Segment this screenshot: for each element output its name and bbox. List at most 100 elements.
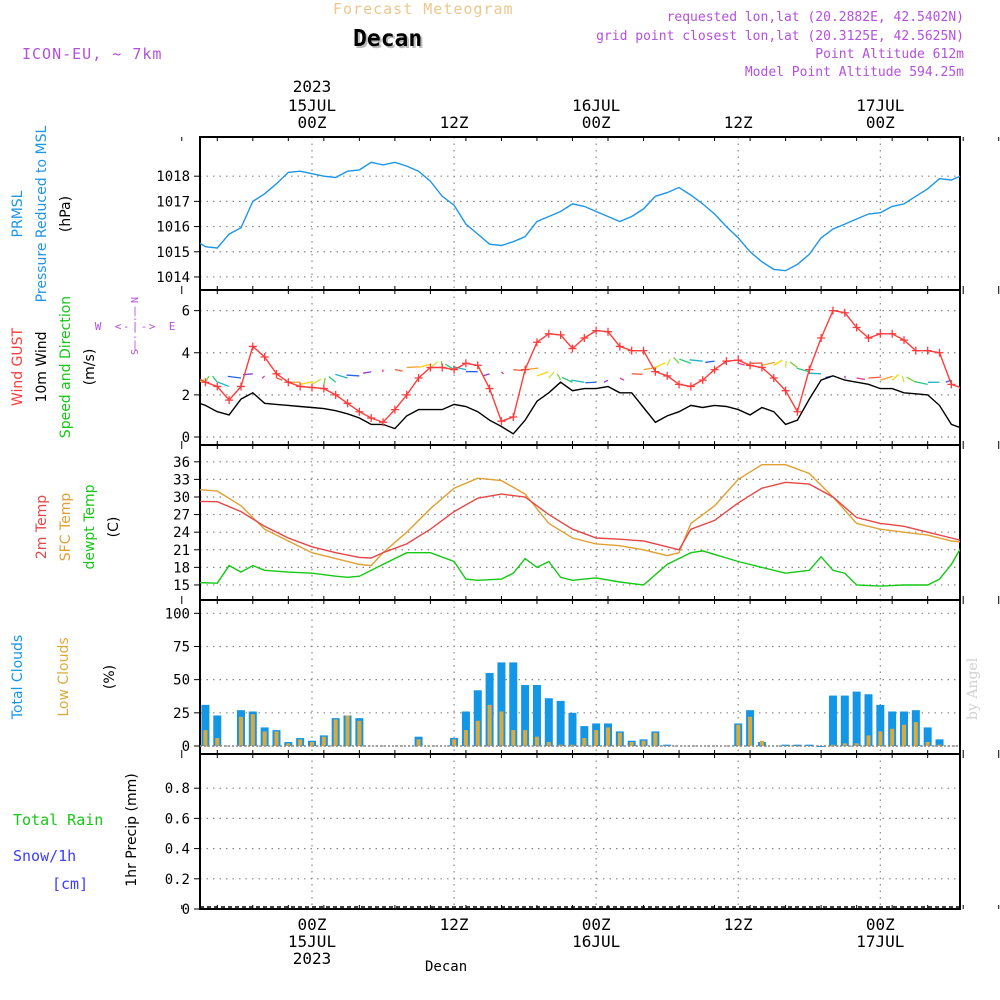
gust-marker: [805, 365, 814, 374]
y-tick-label: 1018: [156, 169, 190, 185]
total-cloud-bar: [213, 715, 222, 746]
bottom-time-label: 12Z: [440, 915, 469, 934]
series-group: [200, 548, 960, 587]
low-cloud-bar: [250, 714, 255, 746]
wind-vector: [406, 366, 420, 369]
total-cloud-bar: [556, 700, 565, 746]
top-time-label: 00Z: [582, 113, 611, 132]
wind-vector: [901, 375, 905, 383]
total-cloud-bar: [461, 711, 470, 746]
wind-vector: [561, 376, 573, 383]
y-tick-label: 1017: [156, 194, 190, 210]
panel-axis-label: Total Clouds: [10, 635, 26, 720]
wind-vector: [914, 381, 928, 385]
low-cloud-bar: [866, 735, 871, 746]
gust-marker: [935, 348, 944, 357]
gust-marker: [911, 346, 920, 355]
low-cloud-bar: [310, 742, 314, 746]
panel-axis-label: dewpt Temp: [82, 484, 98, 569]
total-cloud-bar: [923, 727, 932, 746]
bottom-time-label: 16JUL: [572, 932, 620, 951]
gust-marker: [698, 376, 707, 385]
gust-marker: [450, 365, 459, 374]
total-cloud-bar: [935, 739, 944, 746]
wind-vector: [261, 375, 266, 379]
y-tick-label: 1014: [156, 270, 190, 286]
wind-vectors: [182, 355, 1000, 388]
gust-marker: [473, 361, 482, 370]
wind-vector: [906, 376, 917, 383]
gust-marker: [817, 334, 826, 343]
wind-vector: [987, 355, 1000, 357]
gust-marker: [746, 361, 755, 370]
y-tick-label: 4: [182, 346, 190, 362]
pressure-line: [200, 161, 960, 272]
wind-vector: [217, 381, 230, 388]
gust-marker: [734, 356, 743, 365]
gust-marker: [296, 382, 305, 391]
total-cloud-bar: [840, 695, 849, 746]
total-rain-label: Total Rain: [13, 811, 103, 829]
bottom-time-label: 00Z: [866, 915, 895, 934]
top-time-label: 12Z: [440, 113, 469, 132]
gridpoint-location: grid point closest lon,lat (20.3125E, 42…: [596, 29, 964, 44]
panel-axis-label: (C): [106, 517, 122, 538]
low-cloud-bar: [203, 730, 208, 746]
temp-2m-line: [200, 481, 960, 559]
wind-vector: [300, 380, 314, 385]
gust-marker: [343, 399, 352, 408]
panel-axis-label: SFC Temp: [58, 493, 74, 562]
low-cloud-bar: [215, 738, 220, 746]
top-time-label: 00Z: [298, 113, 327, 132]
wind-vector: [868, 376, 882, 379]
top-time-label: 15JUL: [288, 96, 336, 115]
compass-east: E: [169, 320, 176, 333]
wind-vector: [483, 373, 490, 377]
wind-vector: [619, 377, 625, 381]
gust-marker: [686, 382, 695, 391]
wind-vector: [773, 359, 783, 366]
y-tick-label: 1015: [156, 245, 190, 261]
wind-vector: [335, 373, 348, 379]
wind-vector: [362, 371, 372, 374]
top-time-label: 00Z: [866, 113, 895, 132]
wind-vector: [856, 377, 866, 381]
series-group: [200, 481, 960, 559]
y-tick-label: 33: [173, 472, 190, 488]
y-tick-label: 0.2: [165, 872, 190, 888]
gust-marker: [983, 357, 991, 365]
snow-unit-label: [cm]: [52, 875, 88, 893]
y-tick-label: 0.4: [165, 842, 190, 858]
low-cloud-bar: [925, 742, 930, 746]
low-cloud-bar: [345, 715, 350, 746]
gust-marker: [367, 414, 376, 423]
compass-glyph: |: [132, 320, 139, 333]
panel-axis-label: 10m Wind: [34, 331, 50, 402]
wind-vector: [182, 384, 195, 386]
wind-vector: [585, 381, 597, 384]
requested-location: requested lon,lat (20.2882E, 42.5402N): [666, 10, 964, 25]
gust-marker: [213, 382, 222, 391]
bottom-time-label: 00Z: [298, 915, 327, 934]
y-tick-label: 75: [173, 639, 190, 655]
gust-marker: [769, 374, 778, 383]
gust-marker: [592, 326, 601, 335]
series-group: [200, 464, 960, 567]
gust-marker: [923, 346, 932, 355]
compass-glyph: -: [123, 320, 130, 333]
gust-marker: [544, 329, 553, 338]
wind-vector: [689, 359, 703, 362]
wind-vector: [673, 356, 680, 364]
gust-marker: [568, 344, 577, 353]
panel-frame-temp: [199, 444, 961, 601]
wind-vector: [705, 360, 715, 363]
gust-marker: [852, 323, 861, 332]
total-cloud-bar: [580, 726, 589, 746]
wind-vector: [328, 375, 337, 383]
wind-vector: [761, 361, 775, 367]
low-cloud-bar: [534, 736, 539, 746]
gust-marker: [461, 359, 470, 368]
wind-vector: [513, 368, 523, 372]
gust-marker: [580, 334, 589, 343]
